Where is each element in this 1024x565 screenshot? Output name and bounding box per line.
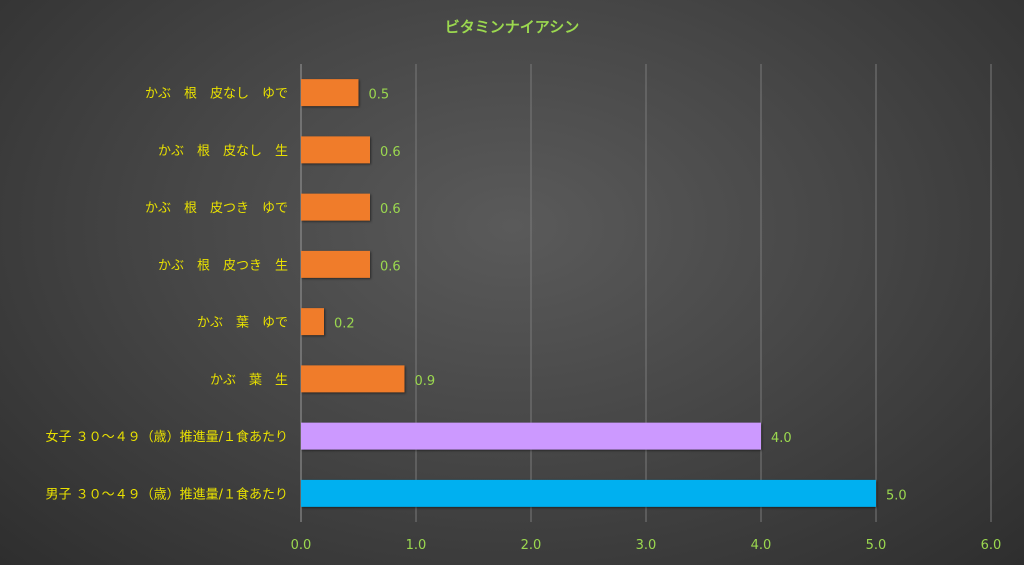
bar (301, 79, 359, 107)
x-tick-label: 2.0 (521, 538, 542, 553)
category-label: かぶ 根 皮なし 生 (158, 144, 288, 159)
category-label: かぶ 根 皮つき ゆで (145, 201, 288, 216)
bar (301, 479, 876, 507)
data-label: 0.6 (380, 145, 401, 160)
bar (301, 250, 370, 278)
data-label: 4.0 (771, 431, 792, 446)
x-tick-label: 0.0 (291, 538, 312, 553)
bar (301, 136, 370, 164)
category-label: かぶ 根 皮つき 生 (158, 258, 288, 273)
data-label: 5.0 (886, 488, 907, 503)
bar (301, 308, 324, 336)
x-tick-label: 4.0 (751, 538, 772, 553)
x-tick-label: 1.0 (406, 538, 427, 553)
bar (301, 193, 370, 221)
data-label: 0.5 (369, 88, 390, 103)
bar (301, 365, 405, 393)
category-label: かぶ 葉 ゆで (197, 316, 288, 331)
data-label: 0.2 (334, 317, 355, 332)
data-label: 0.9 (415, 374, 436, 389)
category-label: 女子 ３０～４９（歳）推進量/１食あたり (45, 429, 288, 445)
data-label: 0.6 (380, 202, 401, 217)
chart-title: ビタミンナイアシン (444, 18, 580, 36)
category-label: 男子 ３０～４９（歳）推進量/１食あたり (45, 486, 288, 502)
x-tick-label: 3.0 (636, 538, 657, 553)
bar (301, 422, 761, 450)
x-tick-label: 6.0 (981, 538, 1002, 553)
category-label: かぶ 根 皮なし ゆで (145, 87, 288, 102)
x-tick-label: 5.0 (866, 538, 887, 553)
category-label: かぶ 葉 生 (210, 373, 288, 388)
data-label: 0.6 (380, 259, 401, 274)
